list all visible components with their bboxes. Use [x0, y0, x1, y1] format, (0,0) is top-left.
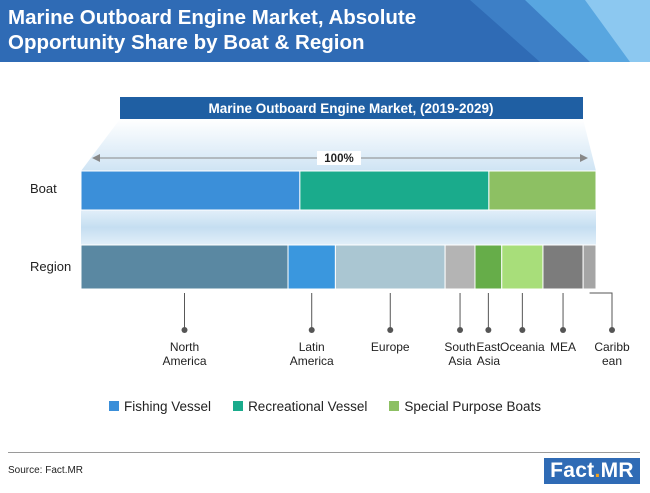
- legend-item-special-purpose-boats: Special Purpose Boats: [389, 399, 541, 414]
- page-title: Marine Outboard Engine Market, Absolute …: [8, 6, 417, 54]
- leader-dot-south-asia: [457, 327, 464, 333]
- legend-label: Special Purpose Boats: [404, 398, 541, 414]
- row-label-boat: Boat: [30, 181, 57, 196]
- footer-divider: [8, 452, 640, 453]
- arrow-left-icon: [92, 154, 100, 162]
- logo-dot: .: [594, 459, 601, 482]
- bar-region-latin-america: [287, 244, 336, 290]
- total-label: 100%: [324, 153, 353, 165]
- leader-dot-north-america: [181, 327, 188, 333]
- leader-dot-europe: [387, 327, 394, 333]
- region-label-europe: Europe: [371, 340, 410, 354]
- bar-region-east-asia: [474, 244, 503, 290]
- bars-group: [80, 170, 597, 290]
- legend-label: Fishing Vessel: [124, 398, 212, 414]
- chart-banner-title: Marine Outboard Engine Market, (2019-202…: [208, 101, 493, 116]
- leader-dot-east-asia: [485, 327, 492, 333]
- total-label-bg: [317, 151, 361, 165]
- leader-dot-latin-america: [308, 327, 315, 333]
- header-decoration: [470, 0, 650, 62]
- leader-dot-mea: [560, 327, 567, 333]
- row-label-region: Region: [30, 259, 71, 274]
- bar-boat-recreational-vessel: [299, 170, 490, 211]
- legend-item-recreational-vessel: Recreational Vessel: [233, 399, 367, 414]
- bar-boat-special-purpose-boats: [488, 170, 597, 211]
- brand-logo: Fact.MR: [544, 458, 640, 484]
- header-banner: Marine Outboard Engine Market, Absolute …: [0, 0, 650, 62]
- legend-swatch: [109, 401, 120, 411]
- bar-boat-fishing-vessel: [80, 170, 301, 211]
- chart: Marine Outboard Engine Market, (2019-202…: [30, 97, 630, 368]
- region-leaders-group: North America Latin America Europe South AsiaE…: [163, 292, 630, 368]
- region-label-east-asia: East Asia: [476, 340, 501, 368]
- region-label-latin-america: Latin America: [290, 340, 334, 368]
- leader-dot-caribbean: [609, 327, 615, 333]
- region-label-north-america: North America: [163, 340, 207, 368]
- legend-swatch: [389, 401, 400, 411]
- arrow-right-icon: [580, 154, 588, 162]
- region-label-mea: MEA: [550, 340, 576, 354]
- region-label-south-asia: South Asia: [444, 340, 475, 368]
- leader-line-caribbean: [589, 292, 613, 330]
- legend-swatch: [233, 401, 244, 411]
- region-label-caribbean: Caribb ean: [594, 340, 630, 368]
- source-note: Source: Fact.MR: [8, 465, 84, 476]
- leader-dot-oceania: [519, 327, 526, 333]
- bar-separator: [81, 210, 596, 245]
- legend-item-fishing-vessel: Fishing Vessel: [109, 399, 211, 414]
- legend: Fishing Vessel Recreational Vessel Speci…: [0, 394, 650, 418]
- bar-region-north-america: [80, 244, 289, 290]
- bar-region-caribbean: [582, 244, 597, 290]
- bar-region-south-asia: [444, 244, 476, 290]
- bar-region-mea: [542, 244, 584, 290]
- bar-region-oceania: [501, 244, 544, 290]
- region-label-oceania: Oceania: [500, 340, 545, 354]
- bar-region-europe: [334, 244, 446, 290]
- legend-label: Recreational Vessel: [248, 398, 368, 414]
- logo-main: Fact: [550, 459, 595, 482]
- chart-banner: [120, 97, 583, 119]
- logo-end: MR: [600, 459, 634, 482]
